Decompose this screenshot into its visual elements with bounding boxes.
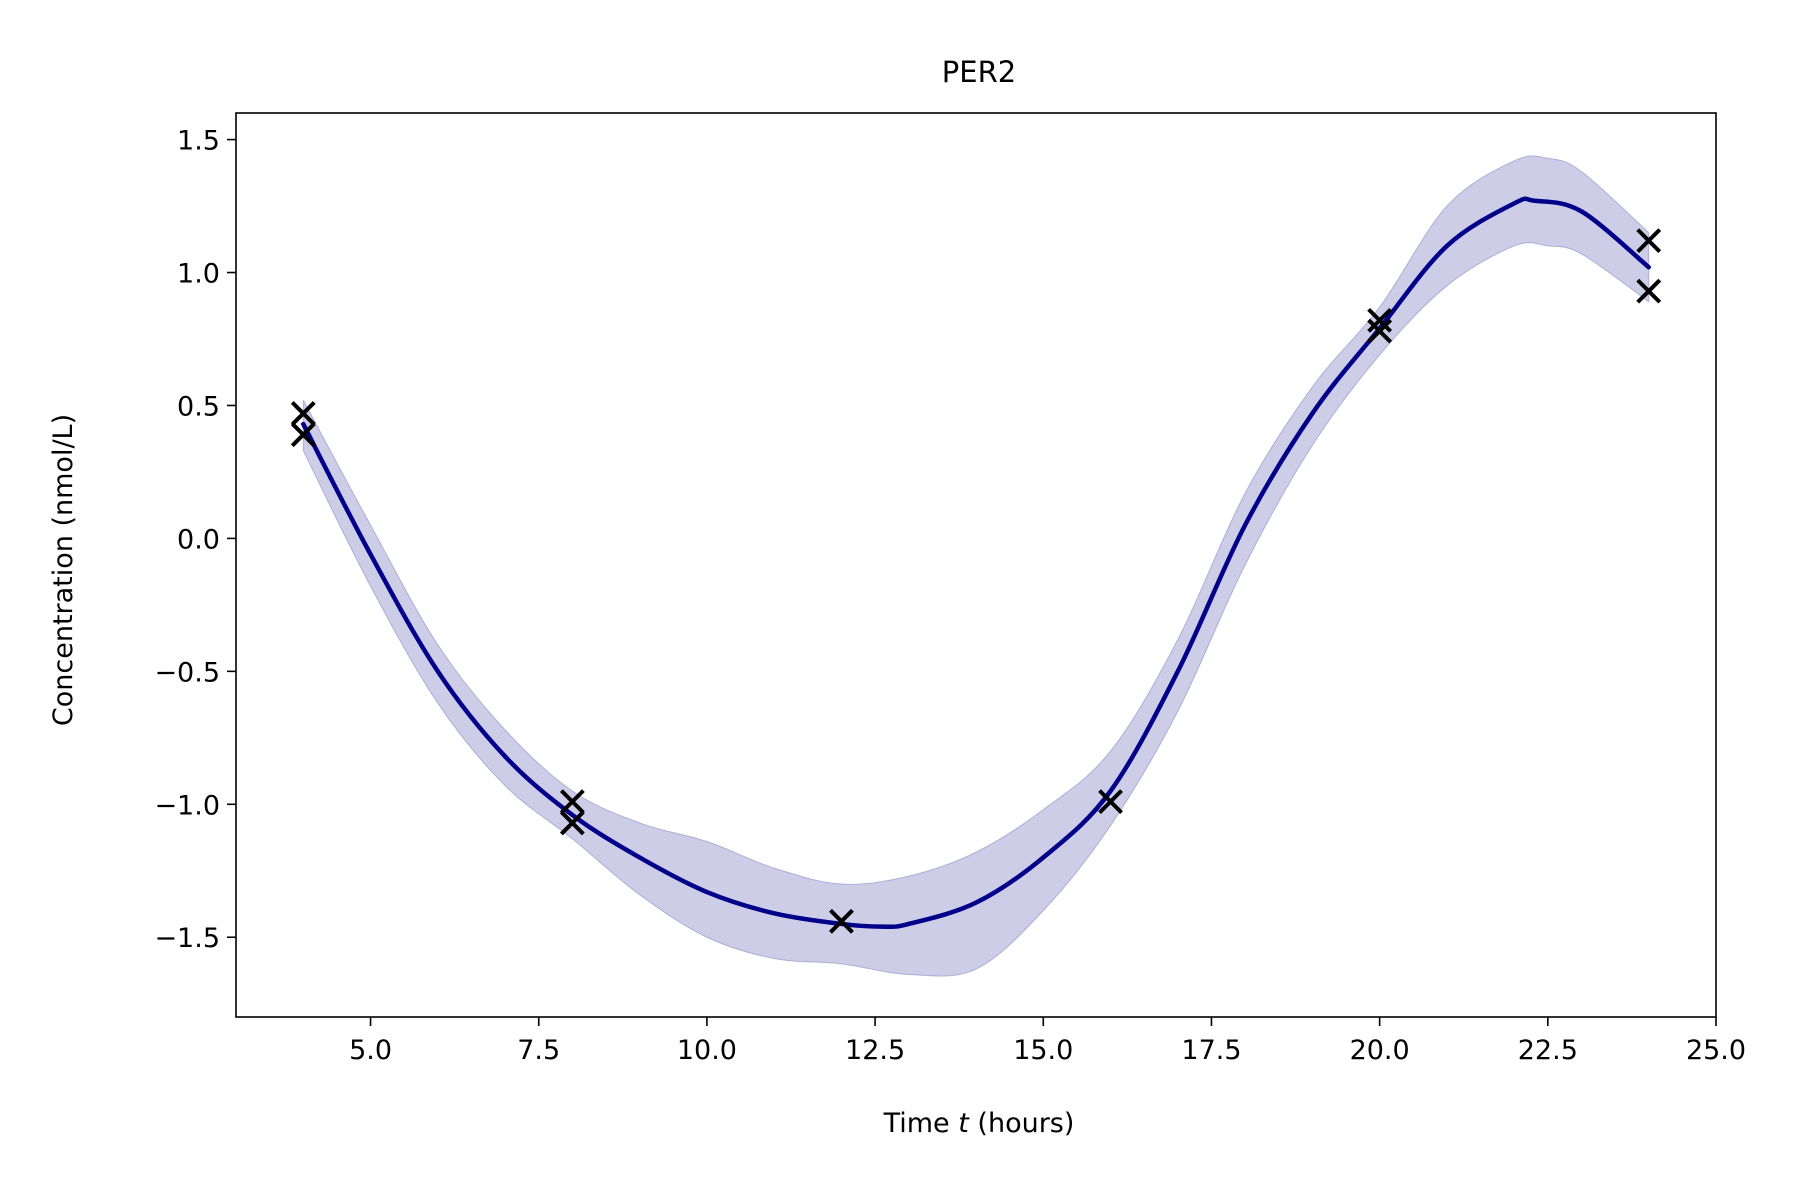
x-tick-label: 5.0 bbox=[349, 1035, 392, 1066]
x-tick-label: 10.0 bbox=[677, 1035, 737, 1066]
observation-marker bbox=[829, 908, 854, 934]
confidence-band bbox=[302, 155, 1650, 977]
y-tick-label: 1.0 bbox=[177, 259, 220, 290]
x-tick-label: 12.5 bbox=[845, 1035, 905, 1066]
y-axis-label: Concentration (nmol/L) bbox=[48, 414, 79, 726]
observation-marker bbox=[1367, 307, 1393, 333]
y-tick-label: −0.5 bbox=[154, 657, 220, 688]
y-tick-label: −1.0 bbox=[154, 790, 220, 821]
observation-marker bbox=[1636, 278, 1662, 304]
observation-marker bbox=[1367, 318, 1393, 344]
mean-curve bbox=[301, 196, 1651, 930]
x-tick-label: 7.5 bbox=[517, 1035, 560, 1066]
x-axis-label-prefix: Time bbox=[883, 1108, 959, 1139]
axes-frame bbox=[235, 112, 1717, 1018]
x-tick-label: 25.0 bbox=[1686, 1035, 1746, 1066]
chart-title: PER2 bbox=[942, 55, 1016, 89]
observation-marker bbox=[559, 789, 585, 815]
y-tick-label: 0.0 bbox=[177, 524, 220, 555]
y-tick-label: 0.5 bbox=[177, 391, 220, 422]
observation-marker bbox=[1636, 228, 1662, 254]
x-tick-label: 22.5 bbox=[1518, 1035, 1578, 1066]
x-axis: 5.0 7.5 10.0 12.5 15.0 17.5 20.0 22.5 25.0 bbox=[349, 1017, 1746, 1066]
y-tick-label: 1.5 bbox=[177, 126, 220, 157]
x-axis-label-suffix: (hours) bbox=[969, 1108, 1075, 1139]
observation-marker bbox=[559, 810, 585, 836]
plot-area bbox=[290, 155, 1662, 977]
x-tick-label: 20.0 bbox=[1350, 1035, 1410, 1066]
x-axis-label: Time t (hours) bbox=[883, 1108, 1075, 1139]
observations bbox=[290, 228, 1662, 934]
y-axis: 1.5 1.0 0.5 0.0 −0.5 −1.0 −1.5 bbox=[154, 126, 236, 954]
x-axis-label-variable: t bbox=[958, 1108, 970, 1139]
y-tick-label: −1.5 bbox=[154, 923, 220, 954]
observation-marker bbox=[290, 422, 316, 448]
observation-marker bbox=[290, 401, 316, 426]
x-tick-label: 15.0 bbox=[1013, 1035, 1073, 1066]
x-tick-label: 17.5 bbox=[1181, 1035, 1241, 1066]
observation-marker bbox=[1098, 789, 1123, 815]
